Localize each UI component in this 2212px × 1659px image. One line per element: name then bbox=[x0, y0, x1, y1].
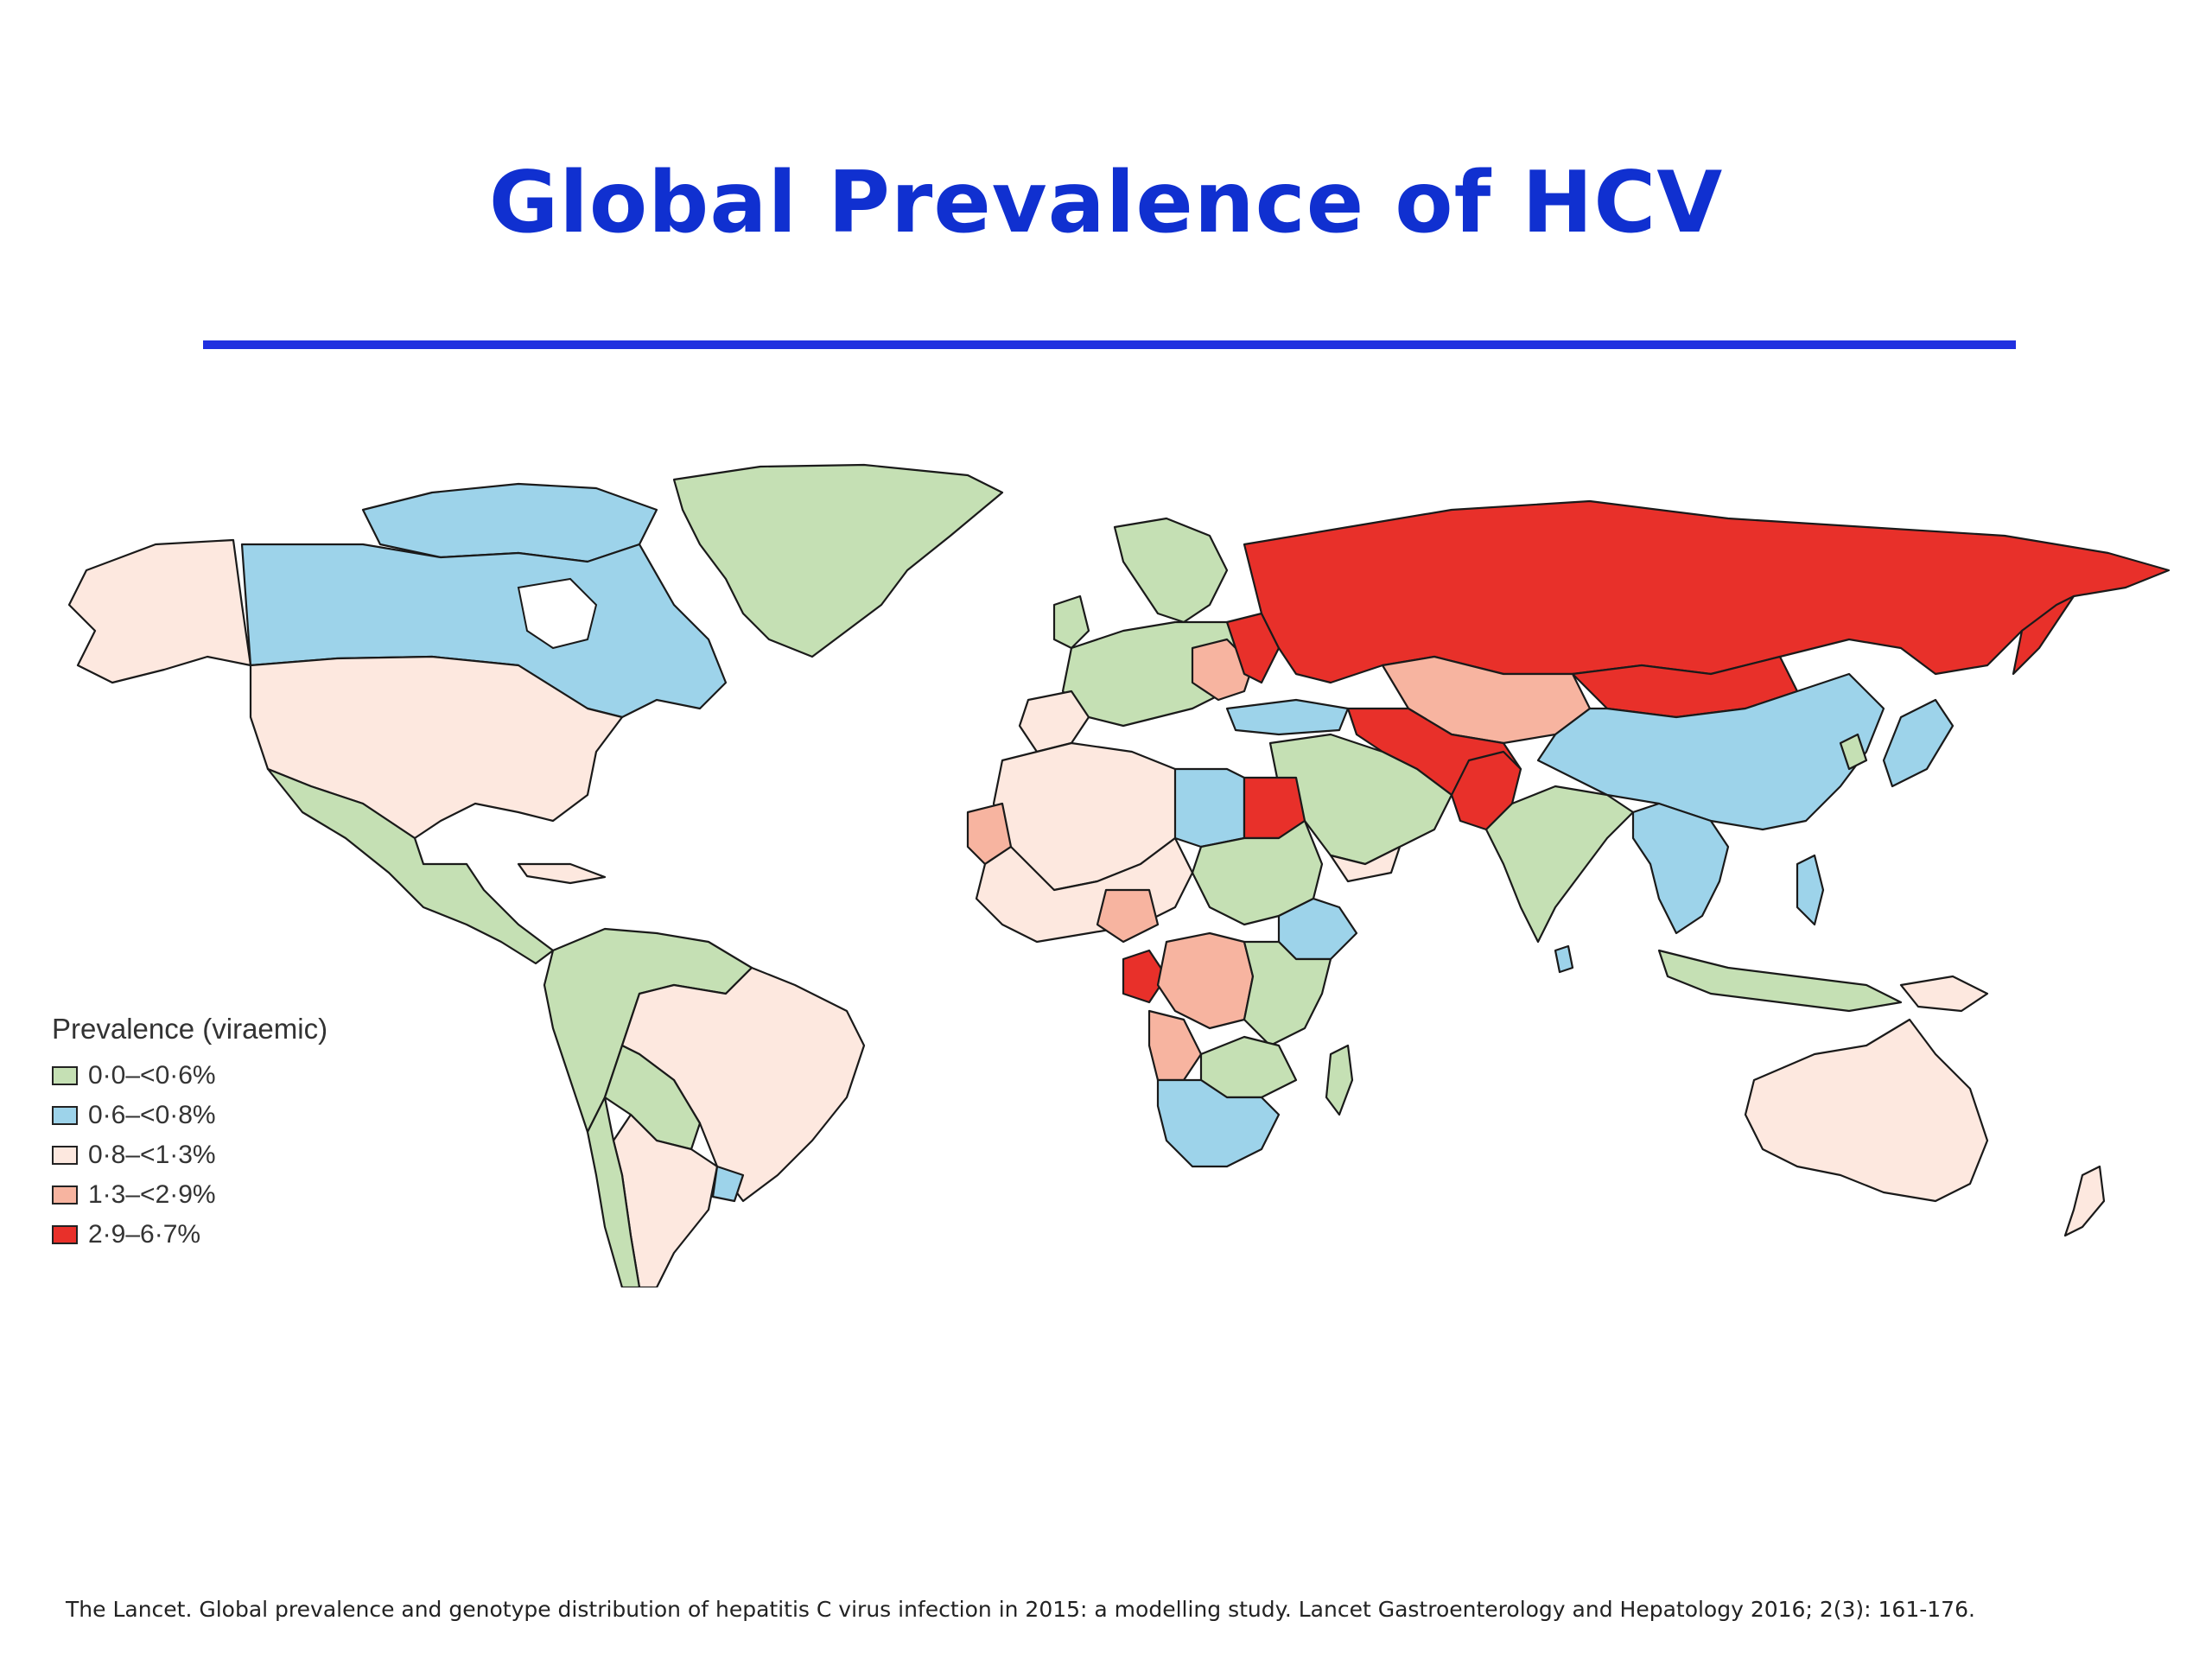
legend-label: 2·9–6·7% bbox=[88, 1220, 201, 1249]
region-korea bbox=[1839, 733, 1868, 771]
legend-swatch bbox=[52, 1146, 78, 1165]
region-southern-africa bbox=[1156, 1078, 1281, 1168]
legend-swatch bbox=[52, 1225, 78, 1244]
legend-swatch bbox=[52, 1185, 78, 1205]
region-sri-lanka bbox=[1554, 944, 1574, 974]
region-yemen bbox=[1329, 845, 1402, 883]
region-madagascar bbox=[1325, 1044, 1354, 1116]
legend-swatch bbox=[52, 1066, 78, 1085]
legend-item: 0·6–<0·8% bbox=[52, 1096, 327, 1135]
region-china bbox=[1536, 672, 1885, 831]
legend-title: Prevalence (viraemic) bbox=[52, 1013, 328, 1045]
legend-item: 0·0–<0·6% bbox=[52, 1056, 327, 1096]
title-divider bbox=[203, 340, 2016, 349]
world-prevalence-map bbox=[67, 463, 2171, 1287]
citation: The Lancet. Global prevalence and genoty… bbox=[66, 1597, 1975, 1622]
legend-item: 0·8–<1·3% bbox=[52, 1135, 327, 1175]
region-russia bbox=[1243, 499, 2171, 684]
legend-item: 1·3–<2·9% bbox=[52, 1175, 327, 1215]
legend-label: 1·3–<2·9% bbox=[88, 1180, 216, 1209]
legend-item: 2·9–6·7% bbox=[52, 1215, 327, 1255]
region-libya bbox=[1173, 767, 1246, 849]
region-iberia bbox=[1018, 690, 1090, 753]
region-drc bbox=[1156, 931, 1255, 1030]
region-indonesia bbox=[1657, 949, 1903, 1013]
legend-label: 0·6–<0·8% bbox=[88, 1101, 216, 1129]
region-hudson-bay bbox=[517, 577, 598, 650]
region-australia bbox=[1744, 1018, 1989, 1203]
region-cameroon-gabon bbox=[1122, 949, 1168, 1004]
region-arctic-islands bbox=[361, 482, 658, 563]
region-india bbox=[1484, 785, 1635, 944]
map-legend: Prevalence (viraemic) 0·0–<0·6% 0·6–<0·8… bbox=[52, 1013, 327, 1255]
region-angola bbox=[1147, 1009, 1203, 1082]
region-japan bbox=[1882, 698, 1955, 788]
legend-swatch bbox=[52, 1106, 78, 1125]
region-philippines bbox=[1796, 854, 1825, 926]
region-uruguay bbox=[711, 1165, 745, 1203]
region-southern-africa-mid bbox=[1199, 1035, 1298, 1099]
region-southeast-asia bbox=[1631, 802, 1730, 935]
legend-label: 0·8–<1·3% bbox=[88, 1141, 216, 1169]
region-uk bbox=[1052, 594, 1090, 650]
region-alaska bbox=[67, 538, 252, 684]
region-east-africa bbox=[1243, 940, 1332, 1047]
region-nigeria bbox=[1096, 888, 1160, 944]
region-new-zealand bbox=[2063, 1165, 2106, 1237]
region-caribbean bbox=[517, 862, 607, 885]
region-kamchatka bbox=[2012, 594, 2075, 676]
region-new-guinea bbox=[1899, 975, 1989, 1013]
region-chile bbox=[586, 1096, 641, 1287]
region-turkey bbox=[1225, 698, 1350, 736]
slide-title: Global Prevalence of HCV bbox=[488, 154, 1724, 252]
region-northern-europe bbox=[1113, 517, 1229, 624]
legend-label: 0·0–<0·6% bbox=[88, 1061, 216, 1090]
region-greenland bbox=[672, 463, 1004, 658]
